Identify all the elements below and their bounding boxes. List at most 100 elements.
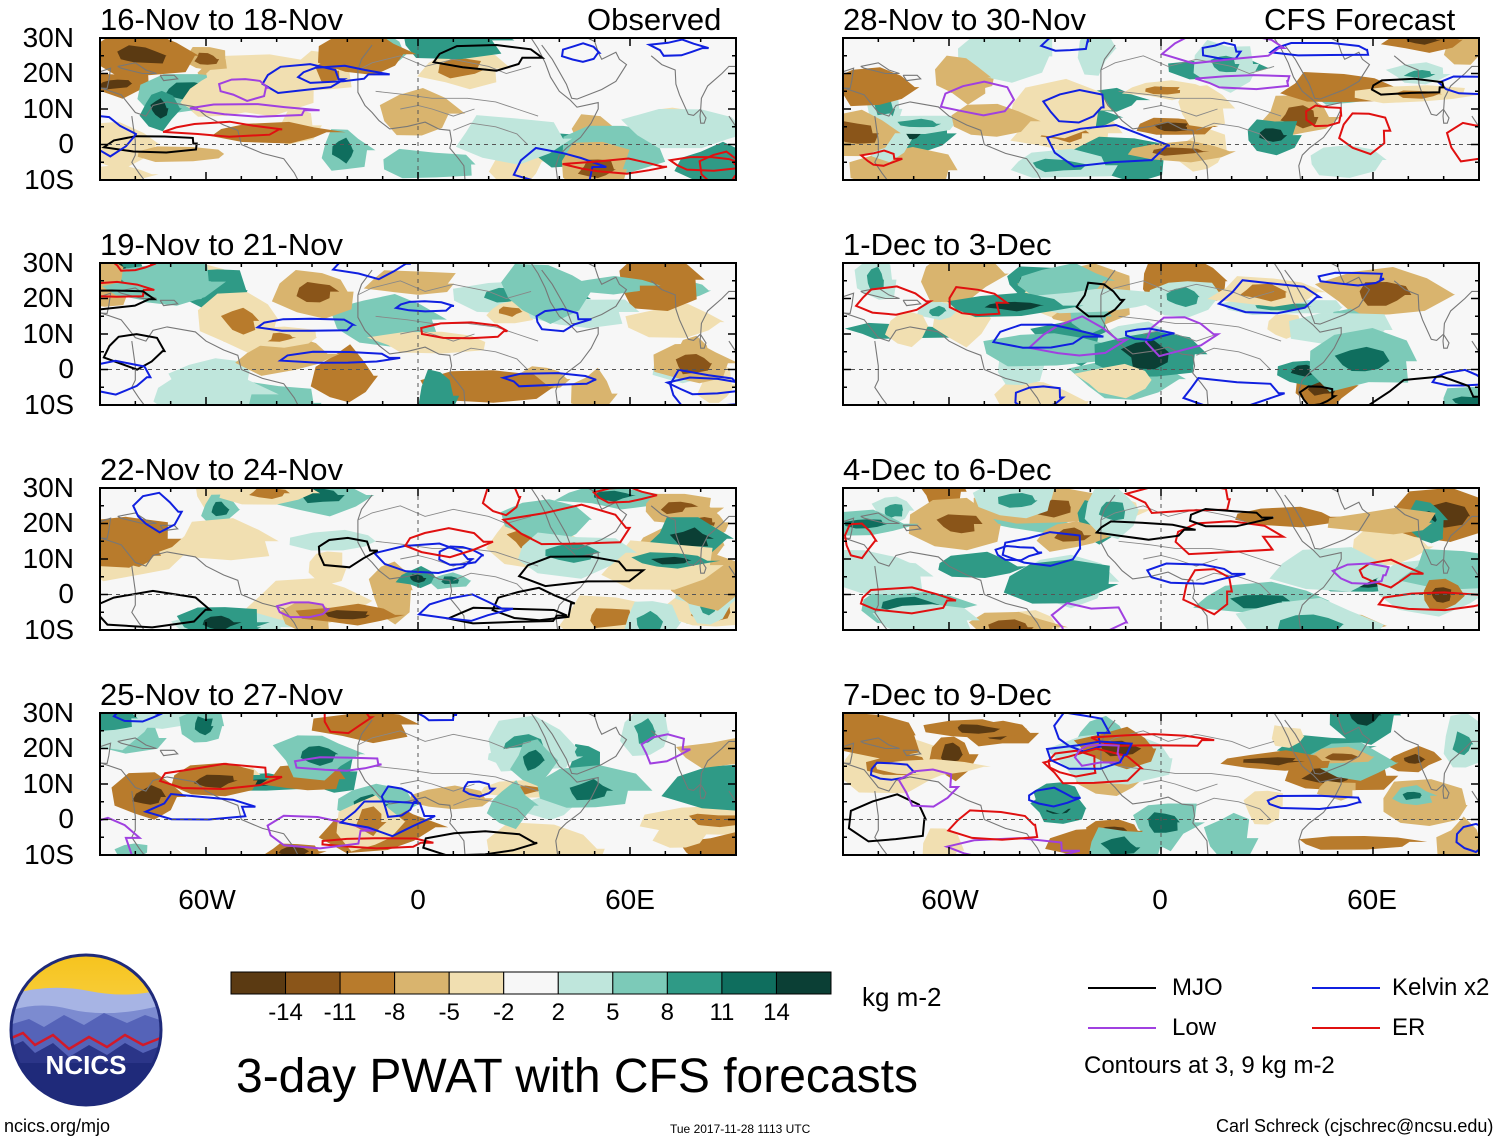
figure-title: 3-day PWAT with CFS forecasts bbox=[236, 1050, 918, 1103]
coastlines bbox=[100, 263, 736, 405]
coastlines bbox=[843, 263, 1479, 405]
wave-contours bbox=[100, 713, 691, 855]
map-ticks bbox=[842, 487, 1480, 631]
map-panel-obs3 bbox=[99, 487, 737, 631]
map-panel-obs4 bbox=[99, 712, 737, 856]
legend-label-mjo: MJO bbox=[1172, 974, 1223, 1001]
panel-title-fc4: 7-Dec to 9-Dec bbox=[843, 677, 1052, 712]
lat-label: 20N bbox=[22, 732, 74, 763]
colorbar-tick-label: 14 bbox=[763, 999, 790, 1026]
panel-title-obs1: 16-Nov to 18-Nov bbox=[100, 2, 343, 37]
colorbar-tick-label: 8 bbox=[660, 999, 675, 1026]
colorbar-tick-label: -8 bbox=[383, 999, 406, 1026]
legend-label-low: Low bbox=[1172, 1014, 1217, 1041]
map-ticks bbox=[99, 262, 737, 406]
lat-label: 10S bbox=[24, 839, 74, 870]
coastlines bbox=[843, 488, 1479, 630]
pwat-anomaly-field bbox=[100, 488, 736, 630]
panel-tag-observed: Observed bbox=[587, 2, 722, 37]
legend-label-er: ER bbox=[1392, 1014, 1426, 1041]
lat-label: 20N bbox=[22, 57, 74, 88]
wave-contours bbox=[100, 38, 736, 180]
legend-label-kelvin: Kelvin x2 bbox=[1392, 974, 1490, 1001]
colorbar-swatch bbox=[557, 971, 614, 995]
wave-contours bbox=[858, 38, 1479, 168]
colorbar-swatch bbox=[394, 971, 450, 995]
map-panel-fc3 bbox=[842, 487, 1480, 631]
lat-label: 10N bbox=[22, 318, 74, 349]
colorbar-tick-label: -2 bbox=[493, 999, 515, 1026]
lat-label: 10N bbox=[22, 543, 74, 574]
lat-label: 30N bbox=[22, 697, 74, 728]
colorbar-swatch bbox=[612, 971, 668, 995]
panel-title-obs3: 22-Nov to 24-Nov bbox=[100, 452, 343, 487]
lat-label: 10S bbox=[24, 164, 74, 195]
lon-label-60w-right: 60W bbox=[921, 884, 979, 915]
lon-label-60e-left: 60E bbox=[605, 884, 655, 915]
coastlines bbox=[843, 713, 1479, 855]
legend-note: Contours at 3, 9 kg m-2 bbox=[1084, 1052, 1335, 1079]
ncics-logo: NCICS bbox=[9, 953, 163, 1107]
colorbar-swatch bbox=[666, 971, 723, 995]
lat-label: 10S bbox=[24, 389, 74, 420]
colorbar-tick-label: -11 bbox=[323, 999, 357, 1026]
colorbar-swatch bbox=[775, 971, 832, 995]
map-ticks bbox=[99, 37, 737, 181]
pwat-anomaly-field bbox=[843, 38, 1479, 180]
ncics-logo-text: NCICS bbox=[46, 1050, 127, 1080]
colorbar-swatch bbox=[230, 971, 287, 995]
colorbar-tick-label: 5 bbox=[606, 999, 620, 1026]
legend-lines bbox=[1088, 987, 1380, 1029]
panel-tag-cfs-forecast: CFS Forecast bbox=[1264, 2, 1456, 37]
lat-label: 10N bbox=[22, 768, 74, 799]
map-panel-obs1 bbox=[99, 37, 737, 181]
panel-title-fc2: 1-Dec to 3-Dec bbox=[843, 227, 1052, 262]
map-ticks bbox=[99, 712, 737, 856]
wave-contours bbox=[843, 488, 1479, 630]
footer-url: ncics.org/mjo bbox=[4, 1116, 111, 1136]
lat-label: 0 bbox=[58, 803, 74, 834]
map-panel-obs2 bbox=[99, 262, 737, 406]
coastlines bbox=[843, 38, 1479, 180]
lat-label: 0 bbox=[58, 353, 74, 384]
lat-label: 30N bbox=[22, 472, 74, 503]
pwat-anomaly-field bbox=[100, 263, 736, 405]
colorbar-tick-label: 2 bbox=[551, 999, 565, 1026]
lat-label: 30N bbox=[22, 247, 74, 278]
lon-label-60w-left: 60W bbox=[178, 884, 236, 915]
colorbar-swatch bbox=[285, 971, 341, 995]
lon-label-60e-right: 60E bbox=[1347, 884, 1397, 915]
pwat-anomaly-field bbox=[843, 488, 1479, 630]
lat-label: 20N bbox=[22, 282, 74, 313]
colorbar-tick-label: -5 bbox=[438, 999, 460, 1026]
map-panel-fc1 bbox=[842, 37, 1480, 181]
colorbar-tick-label: 11 bbox=[709, 999, 735, 1026]
wave-contours bbox=[854, 271, 1479, 405]
map-panel-fc4 bbox=[842, 712, 1480, 856]
panel-title-fc3: 4-Dec to 6-Dec bbox=[843, 452, 1052, 487]
colorbar bbox=[230, 971, 832, 995]
coastlines bbox=[100, 713, 736, 855]
map-ticks bbox=[842, 712, 1480, 856]
lat-label: 20N bbox=[22, 507, 74, 538]
footer-timestamp: Tue 2017-11-28 1113 UTC bbox=[670, 1122, 811, 1136]
map-ticks bbox=[842, 262, 1480, 406]
panel-title-obs2: 19-Nov to 21-Nov bbox=[100, 227, 343, 262]
panel-title-obs4: 25-Nov to 27-Nov bbox=[100, 677, 343, 712]
colorbar-swatch bbox=[503, 971, 559, 995]
lat-label: 0 bbox=[58, 578, 74, 609]
wave-contours bbox=[847, 713, 1479, 855]
colorbar-swatch bbox=[721, 971, 777, 995]
lon-label-0-right: 0 bbox=[1152, 884, 1168, 915]
lat-label: 10N bbox=[22, 93, 74, 124]
wave-contours bbox=[100, 488, 658, 629]
lat-label: 0 bbox=[58, 128, 74, 159]
colorbar-swatch bbox=[448, 971, 505, 995]
map-panel-fc2 bbox=[842, 262, 1480, 406]
pwat-anomaly-field bbox=[100, 38, 736, 180]
colorbar-tick-label: -14 bbox=[268, 999, 303, 1026]
map-ticks bbox=[842, 37, 1480, 181]
footer-credit: Carl Schreck (cjschrec@ncsu.edu) bbox=[1216, 1116, 1494, 1136]
